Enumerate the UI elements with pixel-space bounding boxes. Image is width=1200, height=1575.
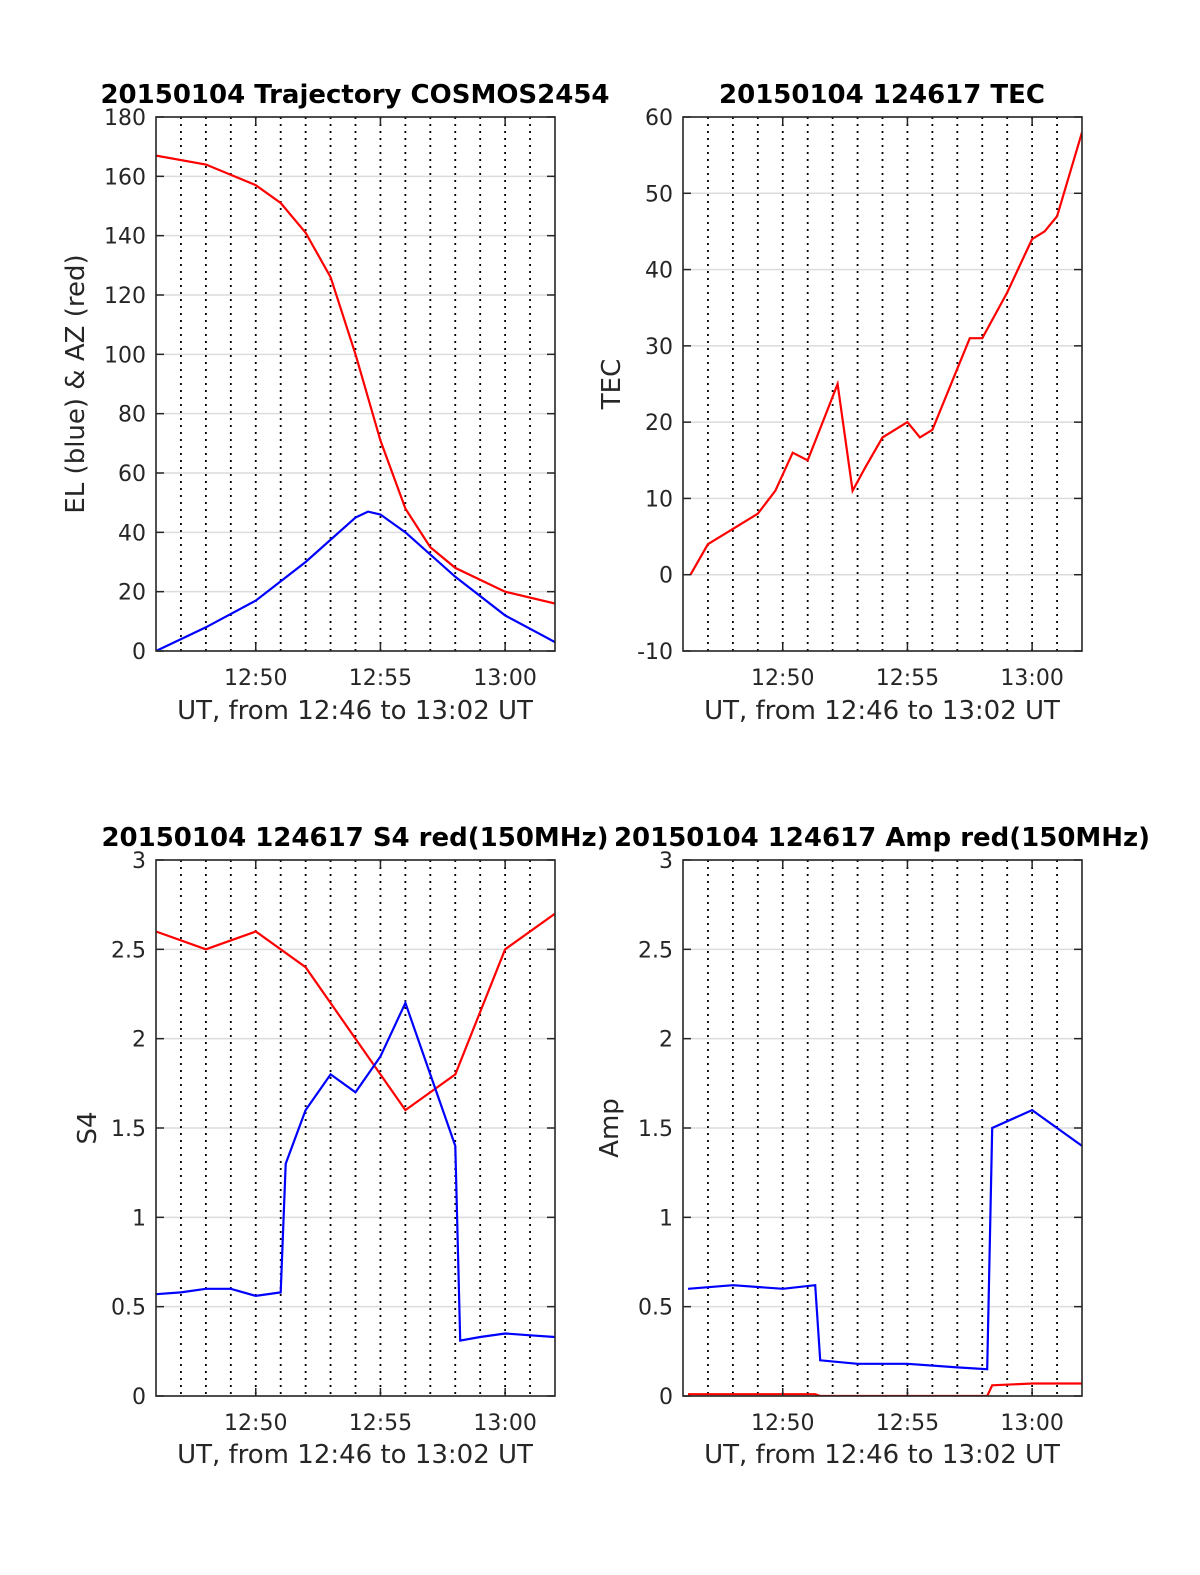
panel-s4: 20150104 124617 S4 red(150MHz) UT, from … — [73, 823, 609, 1470]
ylabel-amp: Amp — [595, 1098, 625, 1158]
y-tick-label-tec: 20 — [645, 411, 673, 436]
y-tick-label-tec: 50 — [645, 182, 673, 207]
y-tick-label-s4: 0 — [132, 1385, 146, 1410]
xlabel-trajectory: UT, from 12:46 to 13:02 UT — [177, 696, 533, 726]
y-tick-label-amp: 2 — [659, 1028, 673, 1053]
y-tick-label-s4: 3 — [132, 849, 146, 874]
ylabel-tec: TEC — [597, 359, 627, 410]
y-tick-label-amp: 2.5 — [638, 938, 673, 963]
x-tick-label-trajectory: 12:55 — [349, 666, 412, 691]
y-tick-label-tec: -10 — [637, 640, 673, 665]
y-tick-label-tec: 10 — [645, 487, 673, 512]
y-tick-label-trajectory: 120 — [104, 284, 146, 309]
y-tick-label-trajectory: 0 — [132, 640, 146, 665]
x-tick-label-s4: 12:50 — [224, 1411, 287, 1436]
y-tick-label-amp: 3 — [659, 849, 673, 874]
y-tick-label-trajectory: 100 — [104, 343, 146, 368]
panel-trajectory: 20150104 Trajectory COSMOS2454 UT, from … — [61, 80, 610, 726]
y-tick-label-s4: 1 — [132, 1206, 146, 1231]
y-tick-label-tec: 60 — [645, 106, 673, 131]
y-tick-label-trajectory: 140 — [104, 225, 146, 250]
y-tick-label-trajectory: 60 — [118, 462, 146, 487]
y-tick-label-trajectory: 80 — [118, 403, 146, 428]
title-s4: 20150104 124617 S4 red(150MHz) — [101, 823, 608, 853]
axes-box-tec — [682, 116, 1083, 652]
y-tick-label-tec: 40 — [645, 259, 673, 284]
xlabel-s4: UT, from 12:46 to 13:02 UT — [177, 1440, 533, 1470]
title-trajectory: 20150104 Trajectory COSMOS2454 — [100, 80, 609, 110]
x-tick-label-tec: 12:50 — [751, 666, 814, 691]
title-tec: 20150104 124617 TEC — [719, 80, 1045, 110]
y-tick-label-trajectory: 160 — [104, 165, 146, 190]
xlabel-tec: UT, from 12:46 to 13:02 UT — [704, 696, 1060, 726]
y-tick-label-tec: 30 — [645, 335, 673, 360]
x-tick-label-s4: 12:55 — [349, 1411, 412, 1436]
ylabel-trajectory: EL (blue) & AZ (red) — [61, 254, 91, 513]
x-tick-label-amp: 12:55 — [876, 1411, 939, 1436]
x-tick-label-amp: 13:00 — [1000, 1411, 1063, 1436]
y-tick-label-trajectory: 180 — [104, 106, 146, 131]
x-tick-label-trajectory: 13:00 — [473, 666, 536, 691]
y-tick-label-trajectory: 40 — [118, 521, 146, 546]
y-tick-label-s4: 1.5 — [111, 1117, 146, 1142]
y-tick-label-tec: 0 — [659, 564, 673, 589]
y-tick-label-trajectory: 20 — [118, 581, 146, 606]
y-tick-label-s4: 0.5 — [111, 1296, 146, 1321]
y-tick-label-amp: 1.5 — [638, 1117, 673, 1142]
y-tick-label-amp: 0 — [659, 1385, 673, 1410]
y-tick-label-s4: 2 — [132, 1028, 146, 1053]
ylabel-s4: S4 — [73, 1111, 103, 1144]
axes-box-trajectory — [155, 116, 556, 652]
xlabel-amp: UT, from 12:46 to 13:02 UT — [704, 1440, 1060, 1470]
x-tick-label-trajectory: 12:50 — [224, 666, 287, 691]
panel-tec: 20150104 124617 TEC UT, from 12:46 to 13… — [597, 80, 1083, 726]
panel-amp: 20150104 124617 Amp red(150MHz) UT, from… — [595, 823, 1150, 1470]
x-tick-label-amp: 12:50 — [751, 1411, 814, 1436]
x-tick-label-s4: 13:00 — [473, 1411, 536, 1436]
y-tick-label-amp: 0.5 — [638, 1296, 673, 1321]
y-tick-label-s4: 2.5 — [111, 938, 146, 963]
title-amp: 20150104 124617 Amp red(150MHz) — [614, 823, 1150, 853]
series-amp-0 — [687, 1108, 1082, 1371]
x-tick-label-tec: 12:55 — [876, 666, 939, 691]
y-tick-label-amp: 1 — [659, 1206, 673, 1231]
x-tick-label-tec: 13:00 — [1000, 666, 1063, 691]
